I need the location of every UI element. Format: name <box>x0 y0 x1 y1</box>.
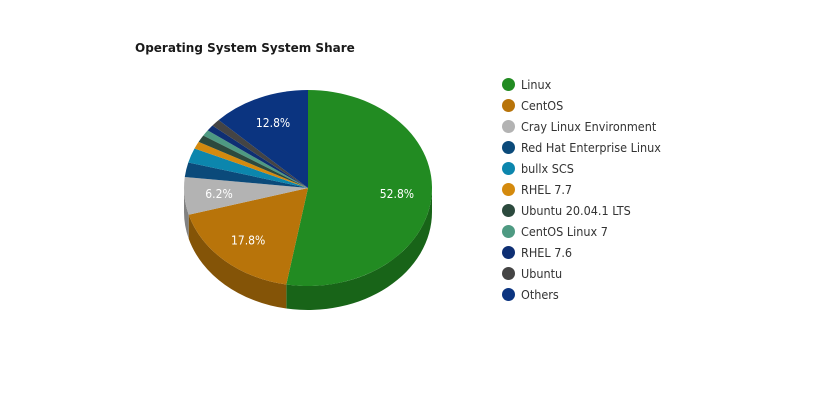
legend-label: Ubuntu 20.04.1 LTS <box>521 203 631 218</box>
pie-slice[interactable] <box>184 162 308 188</box>
legend-item[interactable]: RHEL 7.7 <box>502 179 661 200</box>
legend-label: Others <box>521 287 559 302</box>
pie-slice[interactable] <box>188 188 308 285</box>
pie-slice[interactable] <box>188 148 308 188</box>
slice-label: 17.8% <box>231 233 265 247</box>
legend-swatch <box>502 141 515 154</box>
legend-swatch <box>502 288 515 301</box>
legend-swatch <box>502 267 515 280</box>
legend-item[interactable]: Cray Linux Environment <box>502 116 661 137</box>
legend-label: RHEL 7.6 <box>521 245 573 260</box>
legend-label: Cray Linux Environment <box>521 119 657 134</box>
legend-item[interactable]: CentOS <box>502 95 661 116</box>
legend-swatch <box>502 162 515 175</box>
pie-slice[interactable] <box>198 135 308 188</box>
chart-title: Operating System System Share <box>135 41 355 55</box>
legend-item[interactable]: Others <box>502 284 661 305</box>
slice-label: 6.2% <box>205 187 232 201</box>
pie-slice[interactable] <box>286 90 433 286</box>
pie-side-1 <box>188 214 287 309</box>
legend-swatch <box>502 78 515 91</box>
legend-label: Red Hat Enterprise Linux <box>521 140 661 155</box>
slice-label: 12.8% <box>256 116 290 130</box>
legend-item[interactable]: CentOS Linux 7 <box>502 221 661 242</box>
slice-label: 52.8% <box>380 187 414 201</box>
legend-item[interactable]: Linux <box>502 74 661 95</box>
pie-slice[interactable] <box>218 90 308 188</box>
legend-item[interactable]: Ubuntu <box>502 263 661 284</box>
legend-item[interactable]: Red Hat Enterprise Linux <box>502 137 661 158</box>
legend-swatch <box>502 225 515 238</box>
legend-label: bullx SCS <box>521 161 574 176</box>
legend-label: CentOS <box>521 98 564 113</box>
pie-slice[interactable] <box>184 176 308 215</box>
pie-side-0 <box>286 188 432 310</box>
legend-swatch <box>502 204 515 217</box>
legend-label: Linux <box>521 77 552 92</box>
legend-item[interactable]: bullx SCS <box>502 158 661 179</box>
legend: Linux CentOS Cray Linux Environment Red Hat… <box>502 74 661 305</box>
legend-label: RHEL 7.7 <box>521 182 573 197</box>
pie-slice[interactable] <box>203 130 308 188</box>
pie-slice[interactable] <box>212 120 308 188</box>
legend-swatch <box>502 120 515 133</box>
legend-label: Ubuntu <box>521 266 563 281</box>
pie-slice[interactable] <box>207 125 308 188</box>
legend-swatch <box>502 99 515 112</box>
legend-swatch <box>502 246 515 259</box>
pie-slice[interactable] <box>194 141 308 188</box>
legend-label: CentOS Linux 7 <box>521 224 608 239</box>
pie-side-2 <box>184 188 189 239</box>
legend-item[interactable]: RHEL 7.6 <box>502 242 661 263</box>
legend-item[interactable]: Ubuntu 20.04.1 LTS <box>502 200 661 221</box>
legend-swatch <box>502 183 515 196</box>
